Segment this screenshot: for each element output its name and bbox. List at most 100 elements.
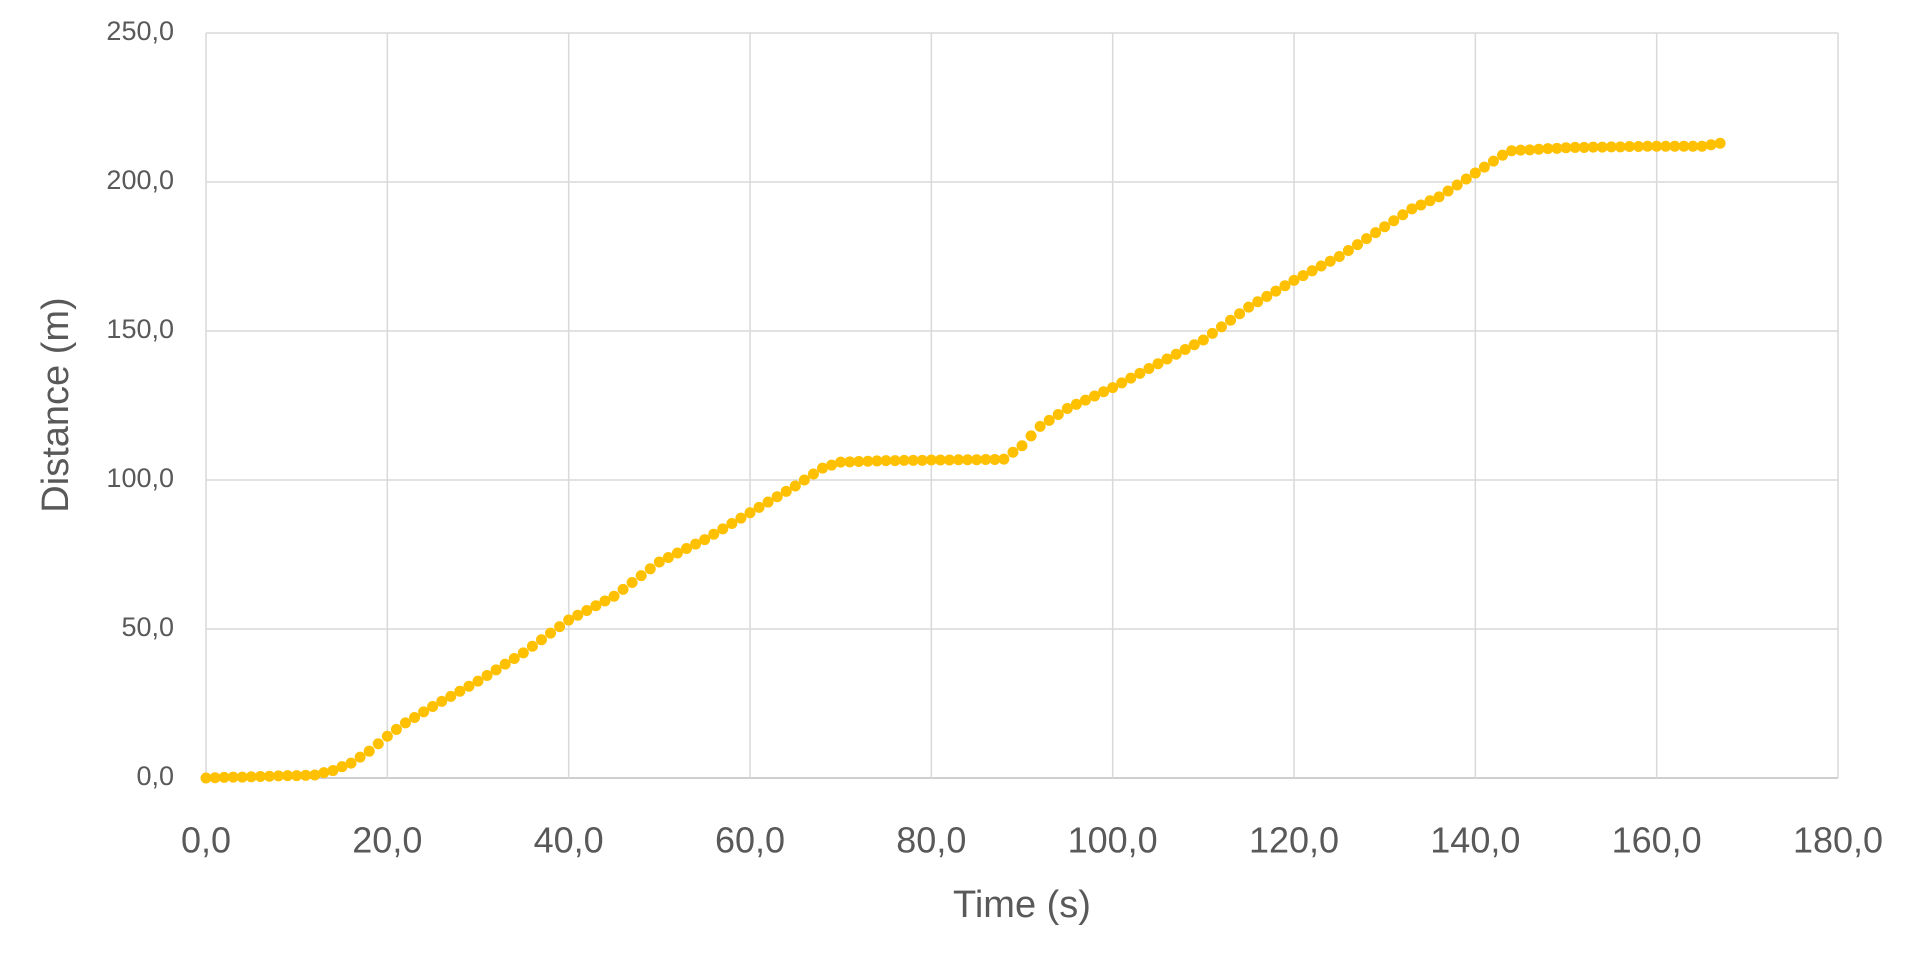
point	[681, 543, 693, 555]
point	[862, 455, 874, 467]
point	[1669, 140, 1681, 152]
point	[291, 770, 303, 782]
point	[227, 771, 239, 783]
point	[762, 496, 774, 508]
point	[1261, 290, 1273, 302]
point	[327, 765, 339, 777]
point	[907, 454, 919, 466]
point	[508, 653, 520, 665]
point	[463, 680, 475, 692]
point	[309, 769, 321, 781]
point	[445, 690, 457, 702]
point	[1179, 343, 1191, 355]
point	[1524, 144, 1536, 156]
point	[1569, 141, 1581, 153]
point	[943, 454, 955, 466]
points	[200, 137, 1726, 784]
point	[1642, 140, 1654, 152]
point	[617, 583, 629, 595]
point	[853, 456, 865, 468]
point	[1623, 141, 1635, 153]
point	[1705, 139, 1717, 151]
point	[1660, 140, 1672, 152]
point	[671, 547, 683, 559]
x-tick-label: 60,0	[715, 820, 785, 861]
x-axis-title: Time (s)	[953, 884, 1091, 926]
point	[1487, 155, 1499, 167]
point	[807, 468, 819, 480]
point	[1651, 140, 1663, 152]
x-tick-label: 20,0	[352, 820, 422, 861]
point	[1578, 141, 1590, 153]
point	[1596, 141, 1608, 153]
point	[1070, 398, 1082, 410]
point	[1225, 314, 1237, 326]
point	[372, 738, 384, 750]
point	[1197, 334, 1209, 346]
point	[1288, 274, 1300, 286]
point	[1270, 285, 1282, 297]
point	[209, 772, 221, 784]
x-tick-label: 100,0	[1068, 820, 1158, 861]
point	[1605, 141, 1617, 153]
x-tick-label: 160,0	[1612, 820, 1702, 861]
point	[717, 523, 729, 535]
point	[590, 600, 602, 612]
point	[626, 577, 638, 589]
point	[454, 685, 466, 697]
y-tick-label: 100,0	[106, 463, 174, 493]
point	[218, 771, 230, 783]
point	[263, 770, 275, 782]
point	[409, 712, 421, 724]
point	[1315, 260, 1327, 272]
point	[953, 454, 965, 466]
grid	[205, 32, 1839, 779]
point	[1614, 141, 1626, 153]
point	[254, 771, 266, 783]
point	[481, 669, 493, 681]
point	[699, 534, 711, 546]
point	[1034, 420, 1046, 432]
y-axis-title: Distance (m)	[35, 297, 77, 512]
point	[1188, 339, 1200, 351]
point	[971, 454, 983, 466]
point	[789, 480, 801, 492]
point	[880, 455, 892, 467]
point	[499, 658, 511, 670]
point	[300, 769, 312, 781]
point	[336, 761, 348, 773]
point	[1560, 142, 1572, 154]
point	[1215, 321, 1227, 333]
point	[381, 730, 393, 742]
point	[998, 453, 1010, 465]
x-tick-label: 80,0	[896, 820, 966, 861]
point	[1234, 308, 1246, 320]
point	[962, 454, 974, 466]
point	[1306, 265, 1318, 277]
point	[1089, 390, 1101, 402]
point	[744, 507, 756, 519]
ticks: 0,0 50,0 100,0 150,0 200,0 250,0 0,0 20,0 40,0 60…	[106, 16, 1883, 860]
point	[1351, 239, 1363, 251]
point	[635, 570, 647, 582]
point	[1125, 372, 1137, 384]
point	[753, 501, 765, 513]
point	[1451, 179, 1463, 191]
point	[1515, 144, 1527, 156]
point	[1079, 394, 1091, 406]
point	[390, 723, 402, 735]
point	[545, 627, 557, 639]
point	[1460, 173, 1472, 185]
x-tick-label: 120,0	[1249, 820, 1339, 861]
point	[1533, 143, 1545, 155]
point	[1361, 233, 1373, 245]
point	[916, 454, 928, 466]
point	[354, 751, 366, 763]
point	[1252, 296, 1264, 308]
y-tick-label: 150,0	[106, 314, 174, 344]
y-tick-label: 50,0	[121, 612, 174, 642]
point	[1542, 143, 1554, 155]
point	[1007, 446, 1019, 458]
point	[1025, 430, 1037, 442]
